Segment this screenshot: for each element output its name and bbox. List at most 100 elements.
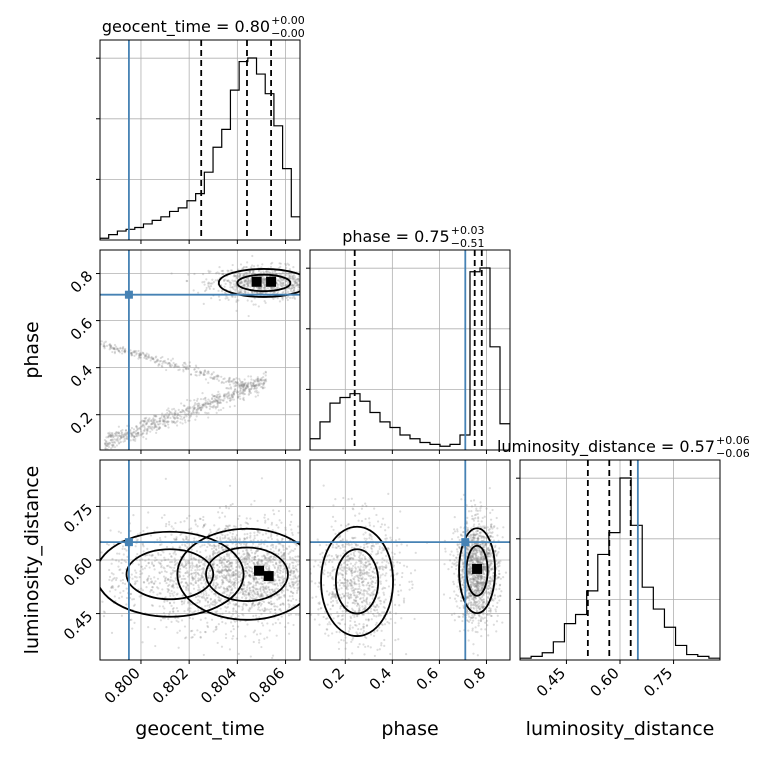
- sample-point: [239, 287, 242, 291]
- sample-point: [136, 552, 139, 556]
- sample-point: [243, 292, 246, 295]
- sample-point: [115, 348, 119, 351]
- sample-point: [214, 576, 217, 579]
- sample-point: [152, 564, 155, 568]
- sample-point: [474, 554, 477, 557]
- sample-point: [171, 357, 174, 360]
- sample-point: [282, 281, 285, 285]
- sample-point: [469, 533, 473, 536]
- sample-point: [207, 370, 210, 373]
- sample-point: [228, 593, 231, 596]
- sample-point: [191, 562, 194, 565]
- sample-point: [214, 610, 217, 613]
- sample-point: [192, 411, 195, 415]
- sample-point: [263, 608, 267, 611]
- sample-point: [175, 536, 178, 539]
- sample-point: [130, 432, 133, 435]
- sample-point: [255, 384, 258, 387]
- sample-point: [203, 524, 206, 527]
- sample-point: [238, 383, 241, 386]
- sample-point: [284, 280, 288, 283]
- sample-point: [184, 408, 188, 412]
- sample-point: [204, 397, 207, 400]
- sample-point: [256, 288, 259, 291]
- sample-point: [163, 567, 166, 570]
- sample-point: [275, 273, 278, 276]
- sample-point: [247, 553, 250, 556]
- sample-point: [294, 581, 297, 584]
- sample-point: [481, 585, 484, 588]
- sample-point: [176, 631, 179, 634]
- sample-point: [227, 554, 231, 557]
- sample-point: [194, 418, 197, 421]
- sample-point: [303, 269, 305, 271]
- sample-point: [471, 616, 474, 619]
- sample-point: [248, 270, 252, 273]
- sample-point: [192, 408, 195, 411]
- sample-point: [172, 552, 175, 555]
- sample-point: [253, 552, 257, 555]
- sample-point: [256, 377, 259, 380]
- sample-point: [237, 268, 240, 271]
- sample-point: [140, 565, 143, 568]
- sample-point: [179, 410, 182, 414]
- sample-point: [132, 435, 136, 439]
- sample-point: [221, 568, 224, 571]
- sample-point: [223, 557, 226, 560]
- sample-point: [253, 592, 256, 595]
- sample-point: [241, 589, 244, 592]
- sample-point: [487, 552, 490, 555]
- sample-point: [252, 640, 255, 644]
- sample-point: [264, 284, 267, 287]
- sample-point: [243, 594, 246, 597]
- sample-point: [154, 556, 157, 559]
- sample-point: [253, 384, 256, 388]
- sample-point: [226, 392, 229, 395]
- sample-point: [194, 609, 197, 613]
- sample-point: [296, 583, 299, 587]
- sample-point: [249, 285, 252, 288]
- sample-point: [240, 555, 243, 558]
- sample-point: [215, 581, 218, 585]
- sample-point: [135, 434, 138, 437]
- sample-point: [147, 582, 151, 585]
- sample-point: [297, 525, 300, 528]
- sample-point: [275, 562, 278, 565]
- sample-point: [203, 578, 206, 581]
- sample-point: [292, 289, 295, 293]
- sample-point: [238, 392, 241, 396]
- sample-point: [291, 276, 294, 279]
- sample-point: [239, 273, 242, 276]
- sample-point: [213, 579, 216, 582]
- sample-point: [263, 513, 267, 516]
- sample-point: [194, 401, 197, 405]
- sample-point: [243, 560, 246, 563]
- sample-point: [197, 402, 200, 405]
- sample-point: [210, 297, 213, 300]
- sample-point: [249, 582, 252, 585]
- sample-point: [162, 360, 165, 363]
- sample-point: [284, 567, 287, 570]
- sample-point: [242, 591, 245, 594]
- sample-point: [220, 273, 224, 276]
- sample-point: [113, 346, 116, 350]
- sample-point: [282, 568, 285, 571]
- sample-point: [249, 382, 252, 385]
- sample-point: [472, 534, 475, 537]
- sample-point: [278, 262, 281, 265]
- sample-point: [215, 405, 218, 409]
- sample-point: [467, 569, 470, 572]
- sample-point: [297, 288, 300, 292]
- sample-point: [212, 395, 215, 398]
- sample-point: [246, 261, 249, 264]
- sample-point: [116, 552, 119, 555]
- sample-point: [253, 291, 256, 294]
- sample-point: [264, 566, 267, 569]
- sample-point: [478, 573, 481, 576]
- sample-point: [138, 426, 141, 430]
- sample-point: [209, 376, 212, 379]
- sample-point: [301, 521, 303, 523]
- sample-point: [469, 586, 472, 589]
- sample-point: [165, 368, 168, 372]
